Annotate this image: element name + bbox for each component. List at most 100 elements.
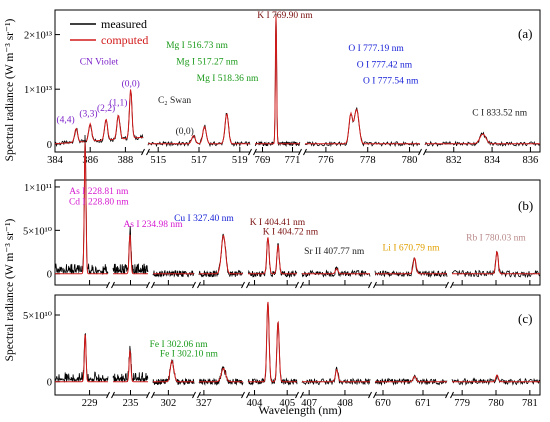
annotation-label: Mg I 517.27 nm <box>176 58 238 68</box>
annotation-label: K I 769.90 nm <box>257 11 313 21</box>
annotation-label: CN Violet <box>80 58 119 68</box>
x-tick-label: 776 <box>318 155 334 166</box>
measured-series <box>54 134 109 276</box>
x-tick-label: 515 <box>150 155 166 166</box>
measured-series <box>147 112 251 148</box>
y-tick-label: 1×10¹¹ <box>24 183 52 194</box>
axis-break-mark <box>445 391 454 399</box>
x-tick-label: 771 <box>285 155 301 166</box>
computed-series <box>375 256 447 275</box>
x-tick-label: 670 <box>375 398 391 409</box>
computed-series <box>305 108 420 145</box>
annotation-label: Sr II 407.77 nm <box>304 247 365 257</box>
axis-break-mark <box>146 281 155 289</box>
x-tick-label: 836 <box>523 155 539 166</box>
computed-series <box>425 133 540 145</box>
axis-break-mark <box>248 148 257 156</box>
axis-break-gap <box>148 392 153 398</box>
x-tick-label: 781 <box>522 398 538 409</box>
axis-break-mark <box>241 281 250 289</box>
measured-series <box>247 302 298 386</box>
axis-break-mark <box>368 391 377 399</box>
computed-series <box>113 234 148 275</box>
y-axis-label-bottom: Spectral radiance (W m⁻³ sr⁻¹) <box>4 218 16 361</box>
annotation-label: Mg I 516.73 nm <box>166 41 228 51</box>
panel-label: (a) <box>518 26 532 41</box>
y-tick-label: 5×10¹⁰ <box>23 226 52 237</box>
x-tick-label: 778 <box>360 155 376 166</box>
x-tick-label: 388 <box>118 155 134 166</box>
measured-series <box>152 359 195 386</box>
legend-label: measured <box>101 17 147 31</box>
annotation-label: Fe I 302.10 nm <box>160 349 219 359</box>
axis-break-mark <box>295 391 304 399</box>
annotation-label: O I 777.42 nm <box>357 60 413 70</box>
measured-series <box>374 257 448 278</box>
axis-break-gap <box>143 149 148 155</box>
annotation-label: Fe I 302.06 nm <box>150 340 209 350</box>
x-axis-label: Wavelength (nm) <box>258 403 341 417</box>
measured-series <box>451 374 541 386</box>
computed-series <box>199 234 243 275</box>
y-tick-label: 2×10¹³ <box>24 31 52 42</box>
x-tick-label: 302 <box>161 398 177 409</box>
axis-break-mark <box>106 391 115 399</box>
axis-break-gap <box>447 392 452 398</box>
y-axis-label-top: Spectral radiance (W m⁻³ sr⁻¹) <box>4 18 16 161</box>
x-tick-label: 832 <box>446 155 462 166</box>
x-tick-label: 407 <box>301 398 317 409</box>
measured-series <box>248 237 298 279</box>
axis-break-gap <box>108 282 113 288</box>
axis-break-gap <box>108 392 113 398</box>
axis-break-mark <box>146 391 155 399</box>
x-tick-label: 779 <box>454 398 470 409</box>
panel-a: 0 1×10¹³ 2×10¹³ (a) 384 386 388 515 517 519 769 771… <box>24 9 541 166</box>
computed-series <box>302 267 370 275</box>
annotation-label: Cu I 327.40 nm <box>174 214 234 224</box>
axis-break-gap <box>370 392 375 398</box>
computed-series <box>113 349 148 383</box>
axis-break-gap <box>370 282 375 288</box>
x-tick-label: 404 <box>247 398 264 409</box>
x-tick-label: 229 <box>82 398 98 409</box>
axis-break-gap <box>194 392 199 398</box>
panel-label: (b) <box>518 198 533 213</box>
axis-break-gap <box>243 392 248 398</box>
computed-series <box>55 89 143 145</box>
x-tick-label: 780 <box>488 398 504 409</box>
measured-series <box>112 226 149 275</box>
annotation-label: (0,0) <box>176 126 194 137</box>
x-tick-label: 780 <box>402 155 418 166</box>
annotation-label: O I 777.54 nm <box>363 77 419 87</box>
axis-break-gap <box>297 392 302 398</box>
y-tick-label: 0 <box>47 140 52 151</box>
measured-series <box>374 374 448 386</box>
annotation-label: As I 228.81 nm <box>69 187 129 197</box>
computed-series <box>255 15 300 145</box>
y-tick-label: 5×10¹⁰ <box>23 311 52 322</box>
x-tick-label: 769 <box>255 155 271 166</box>
axis-break-gap <box>250 149 255 155</box>
annotation-label: K I 404.41 nm <box>250 218 306 228</box>
axis-break-gap <box>420 149 425 155</box>
computed-series <box>153 360 194 383</box>
axis-break-gap <box>297 282 302 288</box>
computed-series <box>248 301 297 383</box>
annotation-label: Rb I 780.03 nm <box>466 234 526 244</box>
x-tick-label: 386 <box>82 155 98 166</box>
x-tick-label: 405 <box>279 398 295 409</box>
computed-series <box>248 237 297 275</box>
measured-series <box>304 106 421 148</box>
axis-break-gap <box>194 282 199 288</box>
x-tick-label: 834 <box>484 155 501 166</box>
x-tick-label: 671 <box>415 398 431 409</box>
annotation-label: (0,0) <box>122 78 140 89</box>
computed-series <box>452 374 540 383</box>
panel-label: (c) <box>518 311 532 326</box>
x-tick-label: 384 <box>47 155 64 166</box>
measured-series <box>301 366 371 386</box>
x-tick-label: 327 <box>196 398 212 409</box>
measured-series <box>54 333 109 383</box>
measured-series <box>301 266 371 278</box>
